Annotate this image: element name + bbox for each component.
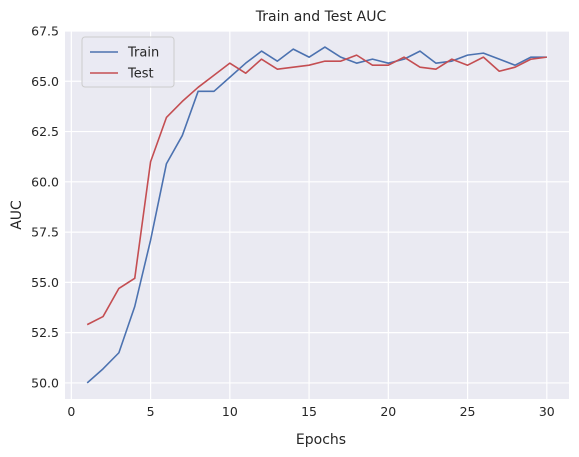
legend-box xyxy=(81,36,175,88)
series-line-test xyxy=(86,54,547,326)
grid xyxy=(65,30,569,399)
y-tick-label: 65.0 xyxy=(31,74,59,89)
x-tick-label: 30 xyxy=(539,404,555,419)
y-axis-label: AUC xyxy=(9,200,25,230)
chart-title: Train and Test AUC xyxy=(255,9,387,25)
plot-area xyxy=(65,31,569,399)
y-tick-label: 57.5 xyxy=(31,225,59,240)
x-axis-label: Epochs xyxy=(296,432,346,448)
x-tick-label: 5 xyxy=(147,404,155,419)
legend-label-test: Test xyxy=(127,67,154,82)
x-tick-label: 15 xyxy=(301,404,317,419)
legend-label-train: Train xyxy=(127,46,159,61)
y-axis-ticks: 50.0 52.5 55.0 57.5 60.0 62.5 65.0 67.5 xyxy=(31,24,59,391)
series-lines xyxy=(86,46,547,384)
x-tick-label: 0 xyxy=(67,404,75,419)
x-tick-label: 10 xyxy=(222,404,238,419)
y-tick-label: 52.5 xyxy=(31,325,59,340)
y-tick-label: 50.0 xyxy=(31,375,59,390)
x-tick-label: 25 xyxy=(460,404,476,419)
y-tick-label: 62.5 xyxy=(31,124,59,139)
x-axis-ticks: 0 5 10 15 20 25 30 xyxy=(67,404,554,419)
y-tick-label: 67.5 xyxy=(31,24,59,39)
series-line-train xyxy=(86,46,547,384)
legend: Train Test xyxy=(81,36,175,88)
y-tick-label: 60.0 xyxy=(31,174,59,189)
y-tick-label: 55.0 xyxy=(31,275,59,290)
x-tick-label: 20 xyxy=(380,404,396,419)
